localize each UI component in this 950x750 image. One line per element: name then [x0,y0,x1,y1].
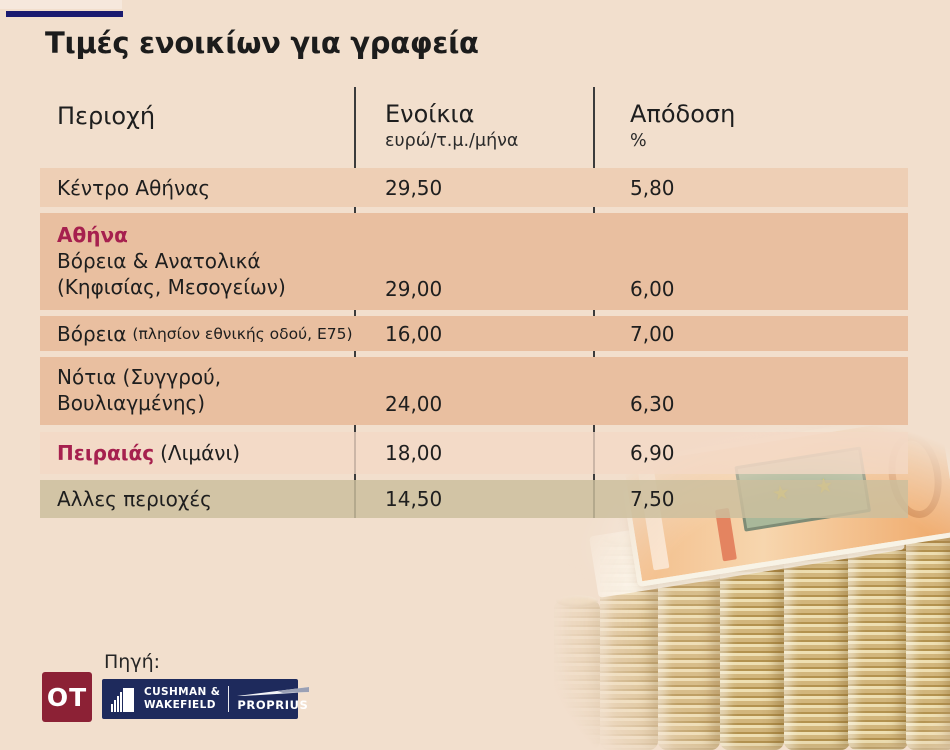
region-line: Βόρεια & Ανατολικά [57,249,261,273]
region-cell: Νότια (Συγγρού, Βουλιαγμένης) [40,357,354,425]
region-name: Κέντρο Αθήνας [57,175,211,200]
column-header-yield-unit: % [630,131,647,151]
rent-cell: 29,00 [385,277,443,301]
rent-cell: 16,00 [385,321,443,346]
region-rest: (Λιμάνι) [160,441,241,465]
region-cell: Αλλες περιοχές [40,480,354,518]
cw-line1: CUSHMAN & [144,686,221,699]
coin-stack [554,595,600,750]
rent-cell: 24,00 [385,392,443,416]
cushman-wakefield-proprius-logo: CUSHMAN & WAKEFIELD PROPRIUS [102,679,310,719]
swoosh-icon [237,686,310,696]
region-cell: Βόρεια (πλησίον εθνικής οδού, Ε75) [40,316,354,351]
region-line: Νότια (Συγγρού, [57,365,222,389]
table-row: Βόρεια (πλησίον εθνικής οδού, Ε75) 16,00… [40,316,908,351]
rent-cell: 29,50 [385,175,443,200]
yield-cell: 7,50 [630,487,675,511]
region-accent: Αθήνα [57,223,128,247]
proprius-block: PROPRIUS [237,686,310,712]
title-accent-bar [6,11,123,17]
region-line: Βουλιαγμένης) [57,391,206,415]
region-name: Αλλες περιοχές [57,487,212,511]
table-row: Αθήνα Βόρεια & Ανατολικά (Κηφισίας, Μεσο… [40,213,908,310]
column-header-rent: Ενοίκια [385,100,475,128]
region-cell: Κέντρο Αθήνας [40,168,354,207]
source-label: Πηγή: [104,651,161,673]
table-row: Πειραιάς (Λιμάνι) 18,00 6,90 [40,432,908,474]
region-line: (Κηφισίας, Μεσογείων) [57,275,286,299]
yield-cell: 6,00 [630,277,675,301]
rent-cell: 18,00 [385,441,443,465]
region-accent: Πειραιάς [57,441,155,465]
table-row: Κέντρο Αθήνας 29,50 5,80 [40,168,908,207]
logo-separator [228,686,230,712]
proprius-wordmark: PROPRIUS [237,697,309,712]
page-title: Τιμές ενοικίων για γραφεία [45,26,479,60]
rent-cell: 14,50 [385,487,443,511]
ot-logo: OT [42,672,92,722]
column-header-yield: Απόδοση [630,100,736,128]
region-cell: Αθήνα Βόρεια & Ανατολικά (Κηφισίας, Μεσο… [40,213,354,310]
cw-line2: WAKEFIELD [144,699,216,711]
yield-cell: 7,00 [630,321,675,346]
yield-cell: 6,90 [630,441,675,465]
region-cell: Πειραιάς (Λιμάνι) [40,432,354,474]
top-light-strip [0,0,122,9]
column-header-rent-unit: ευρώ/τ.μ./μήνα [385,131,519,151]
region-name: Βόρεια [57,321,127,346]
column-header-region: Περιοχή [57,102,156,130]
table-row: Νότια (Συγγρού, Βουλιαγμένης) 24,00 6,30 [40,357,908,425]
coin-stack [784,547,850,750]
building-icon [111,688,134,712]
yield-cell: 5,80 [630,175,675,200]
cushman-wakefield-wordmark: CUSHMAN & WAKEFIELD [144,686,220,711]
coin-stack [848,519,908,750]
region-note: (πλησίον εθνικής οδού, Ε75) [132,324,353,343]
table-row: Αλλες περιοχές 14,50 7,50 [40,480,908,518]
yield-cell: 6,30 [630,392,675,416]
